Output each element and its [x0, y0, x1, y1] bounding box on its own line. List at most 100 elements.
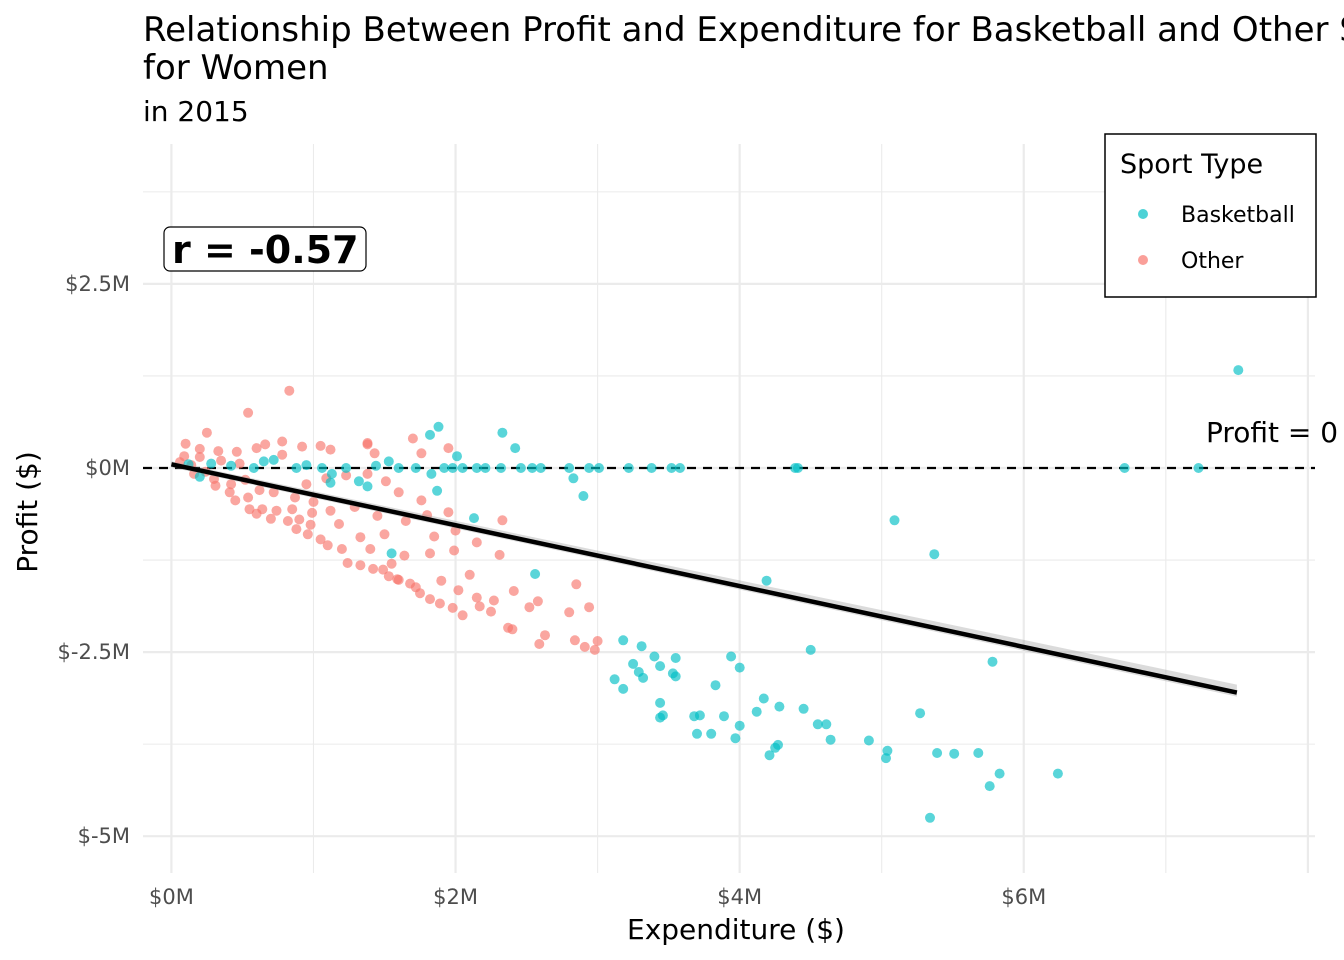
data-point-basketball — [317, 463, 327, 473]
data-point-basketball — [206, 458, 217, 469]
data-point-basketball — [618, 683, 629, 694]
chart-subtitle: in 2015 — [143, 95, 249, 128]
data-point-other — [291, 524, 302, 535]
data-point-basketball — [258, 456, 269, 467]
data-point-basketball — [194, 471, 205, 482]
data-point-basketball — [1119, 463, 1130, 473]
data-point-basketball — [638, 672, 649, 683]
data-point-basketball — [410, 463, 421, 473]
data-point-other — [336, 544, 347, 554]
data-point-other — [308, 496, 319, 507]
data-point-other — [284, 385, 295, 396]
data-point-basketball — [984, 781, 995, 792]
data-point-other — [400, 516, 411, 526]
x-tick-label: $2M — [433, 885, 478, 909]
data-point-other — [579, 641, 590, 652]
data-point-other — [434, 598, 445, 609]
data-point-other — [265, 513, 276, 524]
data-point-other — [443, 443, 454, 454]
correlation-label-box: r = -0.57 — [163, 226, 367, 272]
data-point-basketball — [452, 451, 462, 462]
data-point-basketball — [1233, 365, 1244, 376]
data-point-basketball — [1193, 463, 1204, 473]
data-point-other — [464, 569, 475, 580]
x-tick-label: $6M — [1001, 885, 1046, 909]
data-point-basketball — [925, 812, 935, 823]
data-point-other — [540, 630, 550, 641]
data-point-other — [407, 433, 418, 444]
data-point-other — [302, 529, 313, 540]
data-point-other — [571, 579, 582, 590]
data-point-other — [393, 487, 404, 498]
data-point-basketball — [734, 662, 745, 673]
data-point-other — [534, 639, 545, 649]
data-point-basketball — [578, 491, 589, 501]
data-point-basketball — [929, 549, 940, 560]
data-point-other — [216, 455, 227, 466]
data-point-other — [194, 443, 205, 454]
data-point-other — [224, 487, 235, 498]
data-point-other — [486, 606, 496, 617]
data-point-other — [410, 582, 421, 593]
data-point-other — [315, 440, 326, 451]
data-point-other — [457, 610, 468, 621]
data-point-basketball — [646, 463, 657, 473]
data-point-basketball — [915, 708, 926, 719]
data-point-basketball — [734, 720, 745, 731]
data-point-other — [194, 452, 205, 462]
data-point-other — [334, 519, 344, 529]
data-point-basketball — [825, 734, 836, 745]
data-point-other — [179, 451, 190, 462]
data-point-basketball — [594, 463, 604, 473]
data-points — [174, 365, 1244, 823]
data-point-basketball — [881, 753, 891, 764]
data-point-other — [307, 507, 318, 518]
data-point-basketball — [341, 463, 352, 473]
data-point-other — [231, 446, 242, 457]
data-point-other — [471, 537, 482, 548]
data-point-other — [392, 574, 403, 585]
data-point-other — [425, 594, 435, 605]
data-point-basketball — [812, 719, 823, 730]
data-point-other — [294, 514, 305, 525]
y-tick-label: $-2.5M — [58, 640, 130, 664]
data-point-basketball — [710, 680, 721, 691]
data-point-basketball — [628, 658, 639, 669]
data-point-other — [226, 479, 237, 490]
correlation-label-frame — [163, 226, 367, 272]
data-point-basketball — [564, 463, 575, 473]
data-point-other — [277, 449, 288, 460]
data-point-basketball — [758, 693, 769, 704]
data-point-other — [429, 531, 440, 542]
data-point-basketball — [425, 429, 435, 440]
data-point-other — [453, 585, 464, 596]
data-point-basketball — [471, 463, 482, 473]
data-point-other — [201, 427, 212, 438]
data-point-basketball — [821, 719, 832, 730]
data-point-basketball — [973, 748, 984, 758]
data-point-basketball — [497, 427, 508, 438]
data-point-basketball — [670, 671, 681, 682]
data-point-other — [362, 438, 373, 448]
data-point-basketball — [692, 728, 702, 739]
data-point-other — [180, 438, 191, 449]
data-point-basketball — [889, 515, 900, 526]
data-point-other — [399, 550, 410, 561]
data-point-other — [301, 479, 312, 490]
data-point-basketball — [226, 460, 237, 471]
data-point-basketball — [515, 463, 526, 473]
data-point-basketball — [386, 548, 397, 559]
data-point-basketball — [636, 641, 647, 652]
data-point-basketball — [527, 463, 538, 473]
data-point-other — [315, 534, 326, 545]
data-point-other — [369, 448, 380, 459]
data-point-basketball — [584, 463, 595, 473]
data-point-other — [379, 529, 390, 540]
data-point-other — [383, 571, 394, 582]
data-point-other — [450, 525, 461, 536]
data-point-other — [524, 602, 535, 613]
data-point-basketball — [457, 463, 468, 473]
data-point-other — [260, 439, 271, 450]
data-point-basketball — [623, 463, 634, 473]
data-point-other — [282, 516, 293, 526]
